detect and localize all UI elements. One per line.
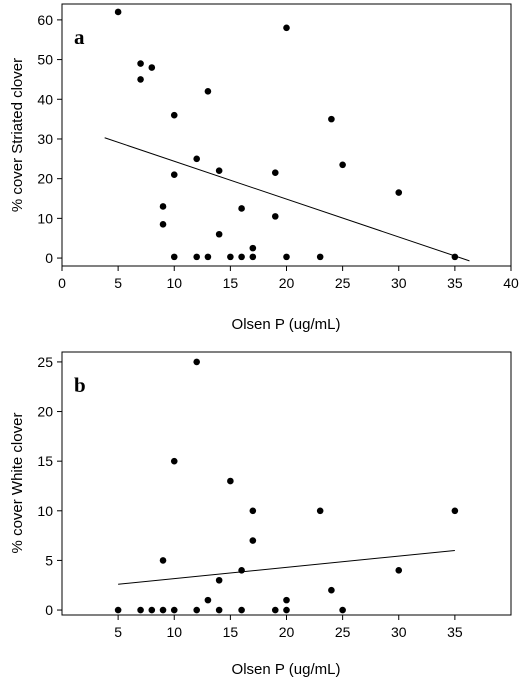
panel-a-y-tick-label: 20 [37,171,53,187]
panel-b-data-point [249,537,257,544]
panel-a-y-tick-label: 60 [37,12,53,28]
panel-b-data-point [193,606,200,614]
panel-a-x-tick-label: 35 [447,275,463,291]
panel-a-x-axis-title: Olsen P (ug/mL) [232,316,341,333]
panel-a-data-point [193,253,200,261]
panel-b-data-point [283,596,290,604]
panel-a-data-point [271,213,279,220]
panel-b-data-point [114,606,122,614]
panel-a-data-point [204,88,212,95]
panel-a-data-point [249,244,257,252]
panel-b-chart: b 5 10 15 20 25 30 35 0 5 10 15 20 25 Olsen P (ug/mL… [9,351,512,678]
panel-b-data-point [193,358,200,366]
panel-a-data-point [170,253,178,261]
panel-a-data-point [193,155,200,163]
panel-a-data-point [271,169,279,177]
panel-a-x-tick-label: 40 [503,275,519,291]
panel-a-data-point [316,253,324,261]
panel-b-x-tick-label: 25 [335,624,351,640]
panel-a-ticks: 0 5 10 15 20 25 30 35 40 0 10 20 30 40 50 60 [37,12,519,291]
panel-a-plot-area [61,3,512,267]
panel-b-data-point [339,606,346,614]
panel-a-x-tick-label: 30 [391,275,407,291]
panel-b-data-point [170,457,178,465]
panel-a-y-tick-label: 0 [45,250,53,266]
panel-a-points [114,8,459,261]
panel-a-trendline [104,137,470,262]
panel-b-data-point [137,606,144,614]
panel-b-data-point [238,567,245,574]
panel-b-data-point [148,606,156,614]
panel-b-data-point [283,606,290,614]
panel-a-data-point [283,24,290,32]
panel-a-x-tick-label: 15 [223,275,239,291]
panel-b-y-tick-label: 15 [37,453,53,469]
panel-a-y-tick-label: 30 [37,131,53,147]
panel-b-x-tick-label: 5 [114,624,122,640]
panel-b-plot-area [61,351,512,616]
panel-b-data-point [249,507,257,515]
panel-b-data-point [395,567,403,574]
panel-b-data-point [227,477,234,485]
panel-a-data-point [170,171,178,178]
panel-a-label: a [74,25,85,49]
panel-a-data-point [137,76,144,83]
panel-b-data-point [215,606,223,614]
panel-a-y-tick-label: 50 [37,52,53,68]
panel-a-data-point [170,111,178,119]
panel-a-x-tick-label: 25 [335,275,351,291]
panel-a-data-point [328,115,335,123]
panel-b-x-axis-title: Olsen P (ug/mL) [232,661,341,678]
panel-b-data-point [215,576,223,584]
panel-a-y-tick-label: 40 [37,91,53,107]
panel-a-x-tick-label: 20 [279,275,295,291]
panel-a-data-point [227,253,234,261]
panel-b-data-point [316,507,324,515]
panel-a-data-point [137,60,144,67]
panel-b-data-point [451,507,459,515]
panel-b-ticks: 5 10 15 20 25 30 35 0 5 10 15 20 25 [37,354,462,640]
panel-a-x-tick-label: 0 [58,275,66,291]
panel-a-data-point [395,189,403,196]
panel-a-x-tick-label: 5 [114,275,122,291]
panel-b-x-tick-label: 35 [447,624,463,640]
panel-a-chart: a 0 5 10 15 20 25 30 35 40 0 10 20 30 40 50 60 Olsen P … [9,3,519,333]
panel-b-points [114,358,459,614]
panel-a-data-point [215,230,223,238]
panel-b-y-tick-label: 10 [37,503,53,519]
panel-b-data-point [238,606,245,614]
panel-a-data-point [215,167,223,175]
panel-a-data-point [339,161,346,169]
panel-a-data-point [283,253,290,261]
panel-a-data-point [204,253,212,261]
panel-a-data-point [114,8,122,16]
panel-a-data-point [148,64,156,71]
panel-a-data-point [238,253,245,261]
panel-b-x-tick-label: 20 [279,624,295,640]
panel-b-x-tick-label: 30 [391,624,407,640]
panel-b-data-point [328,586,335,594]
panel-b-y-tick-label: 0 [45,602,53,618]
panel-b-y-tick-label: 20 [37,404,53,420]
panel-b-x-tick-label: 15 [223,624,239,640]
panel-a-data-point [159,203,167,210]
panel-a-data-point [238,205,245,212]
panel-b-data-point [271,606,279,614]
panel-b-y-tick-label: 25 [37,354,53,370]
panel-b-trendline [118,549,455,585]
panel-b-data-point [170,606,178,614]
panel-b-data-point [204,596,212,604]
panel-a-data-point [249,253,257,261]
panel-b-data-point [159,557,167,564]
panel-a-data-point [159,221,167,228]
panel-b-x-tick-label: 10 [166,624,182,640]
panel-b-y-tick-label: 5 [45,552,53,568]
panel-b-y-axis-title: % cover White clover [9,413,26,554]
panel-b-data-point [159,606,167,614]
panel-a-y-axis-title: % cover Striated clover [9,58,26,212]
panel-a-y-tick-label: 10 [37,210,53,226]
panel-b-label: b [74,373,86,397]
panel-a-x-tick-label: 10 [166,275,182,291]
